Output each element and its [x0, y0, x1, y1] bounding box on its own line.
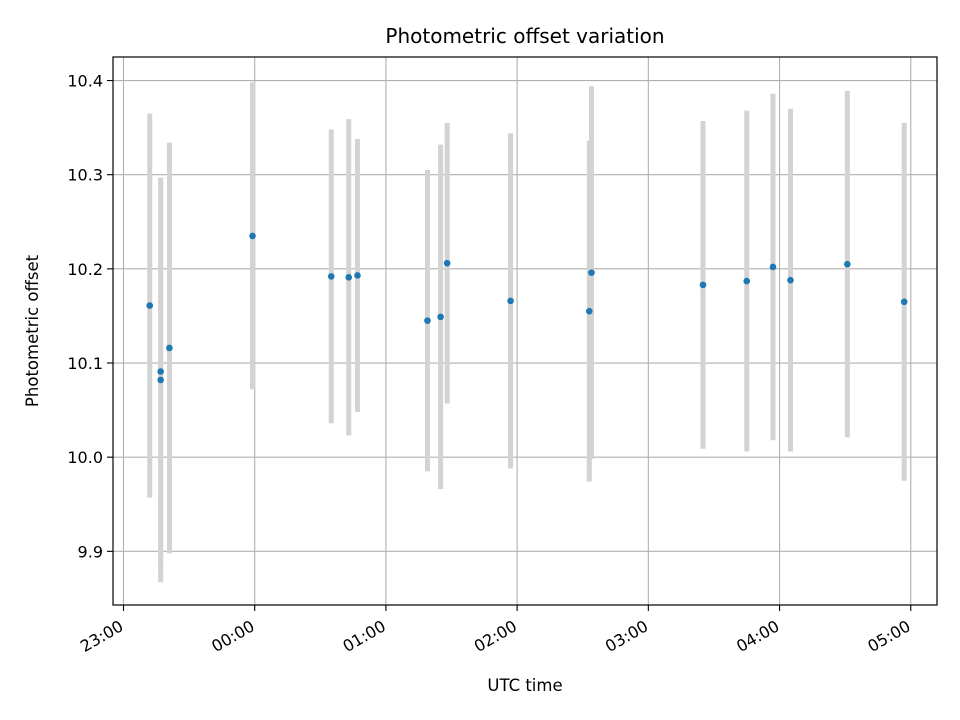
data-point	[507, 297, 514, 305]
data-point	[424, 317, 431, 324]
data-point	[327, 273, 335, 280]
y-tick-label: 10.0	[67, 448, 103, 467]
y-axis-label: Photometric offset	[23, 254, 42, 407]
data-point	[769, 263, 777, 271]
data-point	[157, 368, 164, 375]
data-point	[166, 344, 173, 352]
data-point	[588, 269, 595, 276]
data-point	[844, 260, 851, 268]
y-axis-ticks: 9.9 10.0 10.1 10.2 10.3 10.4	[67, 72, 113, 561]
data-point	[157, 376, 164, 384]
data-point	[787, 276, 794, 284]
data-point	[699, 281, 707, 289]
y-tick-label: 10.4	[67, 72, 103, 91]
data-point	[146, 302, 154, 309]
data-point	[354, 272, 361, 279]
y-tick-label: 10.1	[67, 354, 103, 373]
x-axis-label: UTC time	[487, 676, 562, 695]
data-point	[585, 307, 593, 315]
y-tick-label: 9.9	[78, 542, 103, 561]
data-point	[345, 274, 353, 281]
data-point	[249, 232, 256, 240]
y-tick-label: 10.3	[67, 166, 103, 185]
plot-frame	[112, 56, 938, 606]
data-points	[146, 232, 908, 384]
y-tick-label: 10.2	[67, 260, 103, 279]
data-point	[437, 313, 444, 321]
data-point	[743, 277, 751, 285]
data-point	[443, 259, 451, 267]
data-point	[900, 298, 908, 306]
chart-title: Photometric offset variation	[385, 24, 664, 48]
